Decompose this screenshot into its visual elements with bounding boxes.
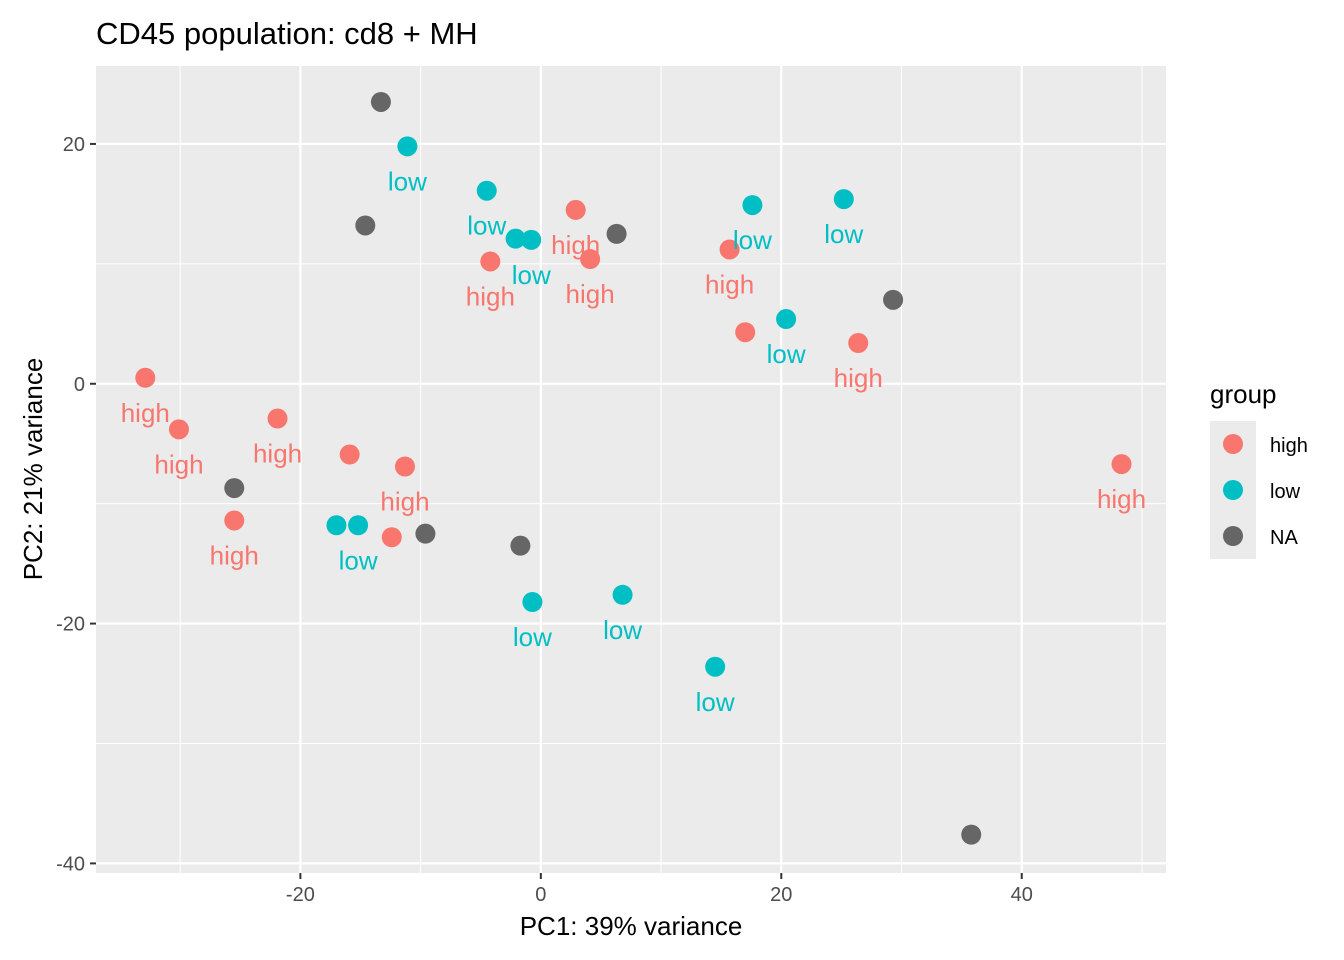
scatter-point-low bbox=[776, 309, 797, 330]
point-label: low bbox=[467, 211, 506, 241]
scatter-point-na bbox=[355, 215, 376, 236]
point-label: high bbox=[705, 269, 754, 299]
scatter-point-high bbox=[848, 332, 869, 353]
legend-items: high low NA bbox=[1210, 421, 1308, 559]
plot-panel bbox=[96, 66, 1166, 873]
scatter-point-high bbox=[1111, 454, 1132, 475]
scatter-point-na bbox=[961, 824, 982, 845]
scatter-point-high bbox=[480, 251, 501, 272]
y-tick-label: -40 bbox=[56, 853, 85, 875]
point-label: low bbox=[733, 225, 772, 255]
scatter-point-low bbox=[742, 195, 763, 216]
scatter-point-na bbox=[415, 523, 436, 544]
x-tick-label: 0 bbox=[535, 884, 546, 906]
scatter-point-high bbox=[580, 249, 601, 270]
point-label: high bbox=[380, 487, 429, 517]
point-label: high bbox=[834, 363, 883, 393]
point-label: high bbox=[121, 398, 170, 428]
y-axis-title: PC2: 21% variance bbox=[18, 358, 48, 581]
scatter-point-low bbox=[348, 515, 369, 536]
scatter-point-high bbox=[267, 408, 288, 429]
scatter-point-low bbox=[505, 228, 526, 249]
point-label: low bbox=[603, 615, 642, 645]
point-label: low bbox=[824, 219, 863, 249]
point-label: high bbox=[1097, 484, 1146, 514]
legend-key-low bbox=[1223, 480, 1243, 500]
point-label: low bbox=[339, 545, 378, 575]
major-gridlines bbox=[96, 66, 1166, 873]
point-label: low bbox=[767, 339, 806, 369]
legend: group high low NA bbox=[1210, 379, 1308, 559]
scatter-point-low bbox=[833, 189, 854, 210]
point-label: high bbox=[154, 449, 203, 479]
scatter-point-na bbox=[606, 223, 627, 244]
x-axis-title: PC1: 39% variance bbox=[520, 911, 743, 941]
scatter-point-high bbox=[735, 322, 756, 343]
point-label: high bbox=[551, 230, 600, 260]
point-label: low bbox=[388, 166, 427, 196]
scatter-point-low bbox=[476, 180, 497, 201]
scatter-point-na bbox=[370, 91, 391, 112]
point-label: low bbox=[696, 687, 735, 717]
scatter-point-low bbox=[397, 136, 418, 157]
scatter-point-low bbox=[326, 515, 347, 536]
scatter-point-na bbox=[224, 478, 245, 499]
scatter-point-high bbox=[719, 239, 740, 260]
scatter-point-low bbox=[522, 592, 543, 613]
chart-title: CD45 population: cd8 + MH bbox=[96, 16, 478, 51]
point-label: high bbox=[466, 281, 515, 311]
scatter-point-high bbox=[394, 456, 415, 477]
legend-label: NA bbox=[1270, 527, 1298, 549]
legend-key-na bbox=[1223, 526, 1243, 546]
y-tick-label: 20 bbox=[63, 134, 85, 156]
x-axis-ticks: -20 0 20 40 bbox=[286, 873, 1033, 906]
x-tick-label: 20 bbox=[770, 884, 792, 906]
scatter-point-high bbox=[135, 367, 156, 388]
legend-key-high bbox=[1223, 434, 1243, 454]
scatter-point-high bbox=[168, 419, 189, 440]
scatter-point-low bbox=[705, 656, 726, 677]
scatter-point-low bbox=[612, 584, 633, 605]
point-label: low bbox=[513, 622, 552, 652]
y-axis-ticks: -40 -20 0 20 bbox=[56, 134, 96, 875]
legend-label: high bbox=[1270, 435, 1308, 457]
scatter-point-high bbox=[224, 510, 245, 531]
scatter-point-high bbox=[381, 527, 402, 548]
legend-title: group bbox=[1210, 379, 1277, 409]
point-label: high bbox=[253, 439, 302, 469]
legend-label: low bbox=[1270, 481, 1301, 503]
scatter-point-high bbox=[339, 444, 360, 465]
scatter-point-high bbox=[565, 199, 586, 220]
y-tick-label: 0 bbox=[74, 374, 85, 396]
x-tick-label: 40 bbox=[1011, 884, 1033, 906]
scatter-point-na bbox=[510, 535, 531, 556]
point-label: high bbox=[210, 540, 259, 570]
point-label: low bbox=[512, 260, 551, 290]
y-tick-label: -20 bbox=[56, 614, 85, 636]
scatter-point-na bbox=[883, 289, 904, 310]
scatter-point-low bbox=[521, 229, 542, 250]
x-tick-label: -20 bbox=[286, 884, 315, 906]
point-label: high bbox=[566, 279, 615, 309]
data-points bbox=[135, 91, 1132, 845]
minor-gridlines bbox=[96, 66, 1166, 873]
